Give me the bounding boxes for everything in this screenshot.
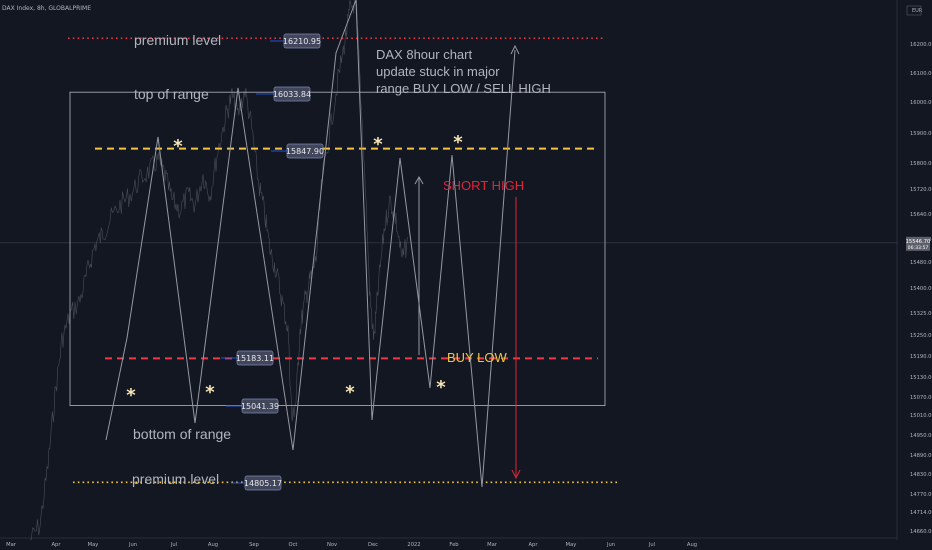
x-tick-label: May <box>88 542 99 548</box>
premium-bottom-label: premium level <box>132 471 219 487</box>
final-arrow-head <box>510 44 520 55</box>
star-marker: * <box>345 382 355 403</box>
range-box <box>69 91 606 406</box>
y-tick-label: 15800.00 <box>910 161 932 167</box>
x-tick-label: Jun <box>128 542 137 548</box>
y-tick-label: 15130.00 <box>910 375 932 381</box>
currency-box <box>906 5 922 16</box>
x-tick-label: Mar <box>6 542 17 548</box>
x-tick-label: Aug <box>687 542 697 548</box>
x-tick-label: Aug <box>208 542 218 548</box>
y-tick-label: 14770.00 <box>910 492 932 498</box>
x-tick-label: Dec <box>368 542 378 548</box>
y-tick-label: 15070.00 <box>910 395 932 401</box>
buy-low-label: BUY LOW <box>447 350 507 365</box>
current-price-label: 15546.70 <box>906 239 931 245</box>
current-price-box <box>906 236 930 251</box>
price-label-box <box>286 143 324 159</box>
price-label-text: 15041.39 <box>241 402 279 411</box>
x-tick-label: Mar <box>487 542 498 548</box>
currency-label: EUR <box>912 8 923 14</box>
price-label-box <box>236 350 274 366</box>
x-tick-label: Sep <box>249 542 259 548</box>
x-tick-label: Apr <box>529 542 539 548</box>
up-arrow-head <box>414 175 424 185</box>
y-tick-label: 14950.00 <box>910 433 932 439</box>
y-tick-label: 15480.00 <box>910 260 932 266</box>
price-label-text: 15847.90 <box>286 147 324 156</box>
down-arrow-head <box>511 469 521 480</box>
note-line-1: DAX 8hour chart <box>376 47 472 62</box>
price-label-text: 15183.11 <box>236 354 274 363</box>
x-tick-label: Jul <box>648 542 655 548</box>
x-tick-label: May <box>566 542 577 548</box>
current-price-countdown: 06:33:57 <box>908 245 929 251</box>
x-tick-label: Jul <box>170 542 177 548</box>
star-marker: * <box>373 134 383 155</box>
x-tick-label: Oct <box>289 542 298 548</box>
y-tick-label: 15190.00 <box>910 354 932 360</box>
y-tick-label: 16000.00 <box>910 100 932 106</box>
y-tick-label: 14714.00 <box>910 510 932 516</box>
y-tick-label: 14830.00 <box>910 472 932 478</box>
premium-top-label: premium level <box>134 32 221 48</box>
price-label-box <box>283 33 321 49</box>
x-tick-label: Apr <box>52 542 62 548</box>
price-label-box <box>273 86 311 102</box>
y-tick-label: 15900.00 <box>910 131 932 137</box>
price-series <box>29 0 408 541</box>
star-marker: * <box>126 385 136 406</box>
symbol-header: DAX Index, 8h, GLOBALPRIME <box>2 5 91 12</box>
star-marker: * <box>436 377 446 398</box>
x-tick-label: Feb <box>449 542 459 548</box>
x-tick-label: Jun <box>606 542 615 548</box>
note-line-2: update stuck in major <box>376 64 500 79</box>
x-tick-label: 2022 <box>407 542 420 548</box>
star-marker: * <box>453 132 463 153</box>
y-tick-label: 14660.00 <box>910 529 932 535</box>
y-tick-label: 15325.00 <box>910 311 932 317</box>
y-tick-label: 15400.00 <box>910 286 932 292</box>
y-tick-label: 14890.00 <box>910 453 932 459</box>
price-label-box <box>244 475 282 491</box>
price-label-text: 16033.84 <box>273 90 311 99</box>
top-of-range-label: top of range <box>134 86 209 102</box>
y-tick-label: 15010.00 <box>910 413 932 419</box>
star-marker: * <box>205 382 215 403</box>
price-label-box <box>241 398 279 414</box>
y-tick-label: 16200.00 <box>910 42 932 48</box>
y-tick-label: 15250.00 <box>910 333 932 339</box>
bottom-of-range-label: bottom of range <box>133 426 231 442</box>
price-label-text: 14805.17 <box>244 479 282 488</box>
x-tick-label: Nov <box>327 542 337 548</box>
star-marker: * <box>173 136 183 157</box>
note-line-3: range BUY LOW / SELL HIGH <box>376 81 551 96</box>
price-label-text: 16210.95 <box>283 37 321 46</box>
y-tick-label: 15640.00 <box>910 212 932 218</box>
short-high-label: SHORT HIGH <box>443 178 524 193</box>
projection-zigzag <box>105 0 516 488</box>
y-tick-label: 15720.00 <box>910 187 932 193</box>
y-tick-label: 16100.00 <box>910 71 932 77</box>
